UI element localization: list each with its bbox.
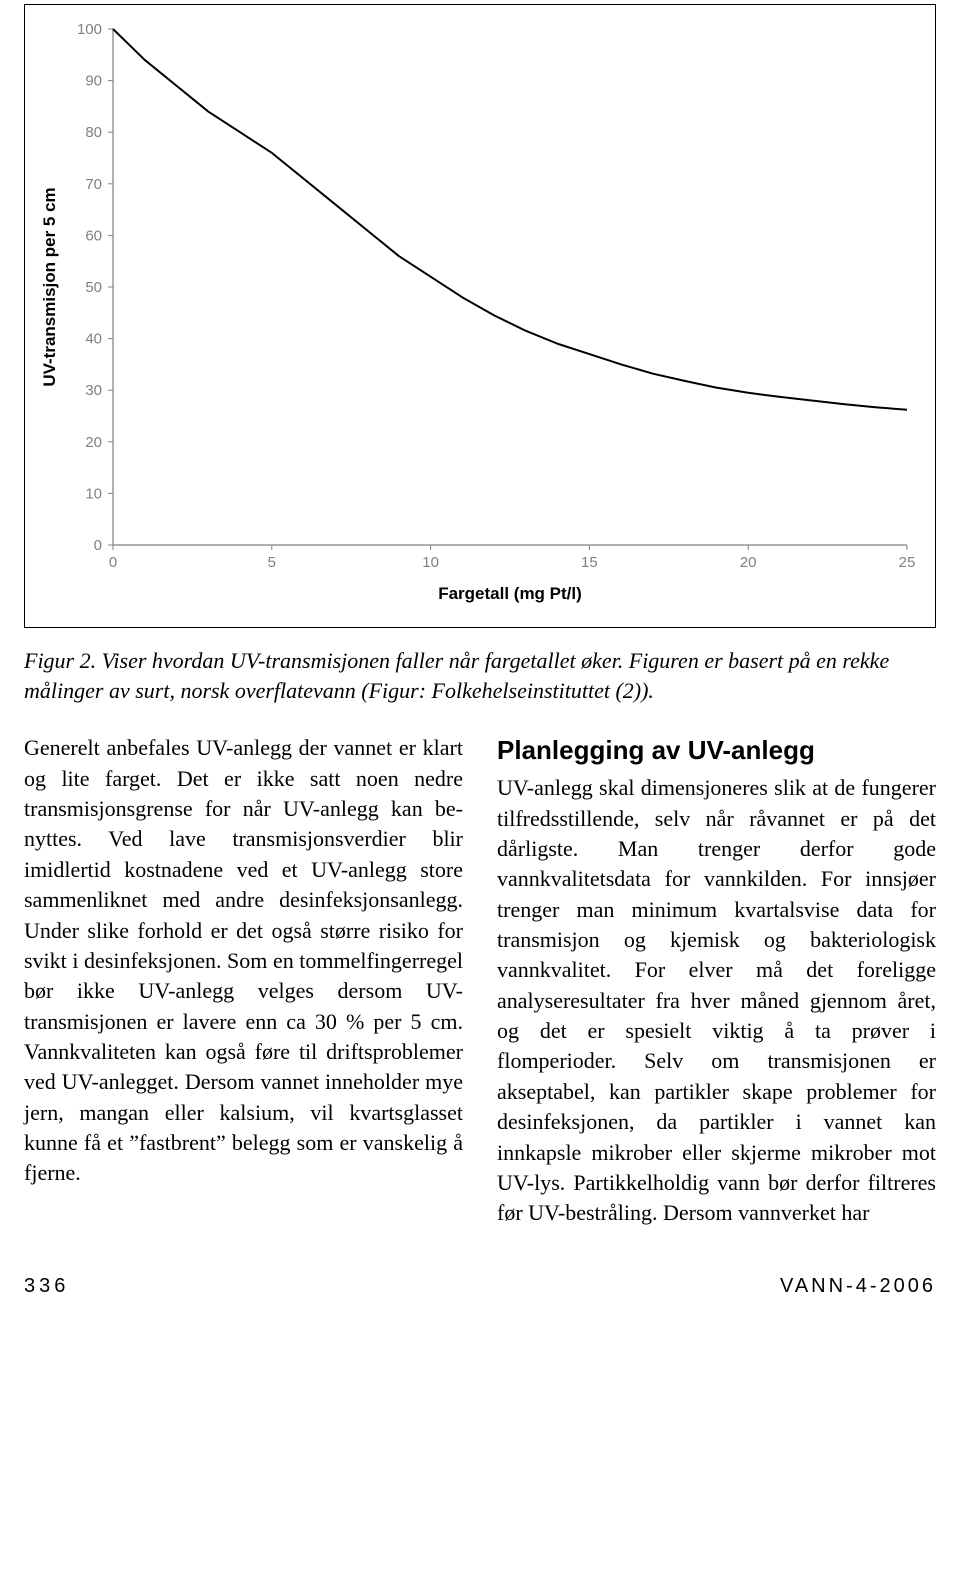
svg-text:100: 100	[77, 21, 102, 38]
svg-text:0: 0	[109, 554, 117, 571]
svg-text:20: 20	[85, 434, 102, 451]
publication-code: VANN-4-2006	[780, 1275, 936, 1298]
right-column-text: UV-anlegg skal dimensjoneres slik at de …	[497, 775, 936, 1225]
figure-caption: Figur 2. Viser hvordan UV-transmisjonen …	[24, 646, 936, 705]
svg-text:Fargetall (mg Pt/l): Fargetall (mg Pt/l)	[438, 584, 582, 603]
body-columns: Generelt anbefales UV-anlegg der vannet …	[24, 733, 936, 1228]
svg-text:10: 10	[422, 554, 439, 571]
svg-text:70: 70	[85, 176, 102, 193]
svg-text:20: 20	[740, 554, 757, 571]
section-heading: Planlegging av UV-anlegg	[497, 733, 936, 769]
page-number: 336	[24, 1275, 69, 1298]
right-column: Planlegging av UV-anlegg UV-anlegg skal …	[497, 733, 936, 1228]
svg-text:25: 25	[899, 554, 916, 571]
page-footer: 336 VANN-4-2006	[24, 1275, 936, 1298]
uv-transmission-chart: 0 5 10 15 20 25 0 10 20 30 40 50 60 70 80 90 100 Fargetal…	[35, 11, 925, 611]
svg-text:90: 90	[85, 73, 102, 90]
svg-text:10: 10	[85, 485, 102, 502]
svg-text:0: 0	[94, 537, 102, 554]
left-column-text: Generelt anbefales UV-anlegg der vannet …	[24, 735, 463, 1185]
chart-frame: 0 5 10 15 20 25 0 10 20 30 40 50 60 70 80 90 100 Fargetal…	[24, 4, 936, 628]
svg-text:40: 40	[85, 331, 102, 348]
svg-text:5: 5	[268, 554, 276, 571]
svg-text:50: 50	[85, 279, 102, 296]
left-column: Generelt anbefales UV-anlegg der vannet …	[24, 733, 463, 1228]
svg-text:15: 15	[581, 554, 598, 571]
svg-text:UV-transmisjon per 5 cm: UV-transmisjon per 5 cm	[40, 187, 59, 386]
svg-text:60: 60	[85, 227, 102, 244]
svg-text:80: 80	[85, 124, 102, 141]
svg-text:30: 30	[85, 382, 102, 399]
